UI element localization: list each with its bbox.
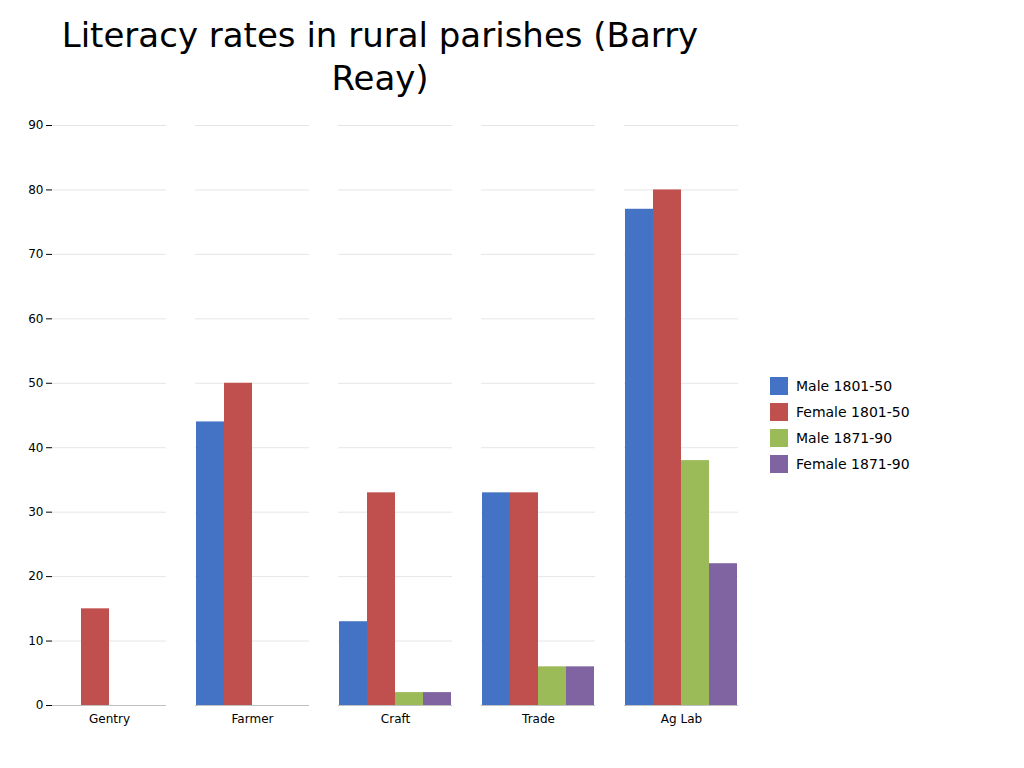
html-text:Female 1801-50: Female 1801-50 <box>796 404 910 420</box>
html-text:Female 1871-90: Female 1871-90 <box>796 456 910 472</box>
svg-text:20: 20 <box>28 569 43 583</box>
svg-text:90: 90 <box>28 118 43 132</box>
svg-text:Trade: Trade <box>521 712 555 726</box>
svg-text:70: 70 <box>28 247 43 261</box>
svg-text:60: 60 <box>28 312 43 326</box>
svg-text:Farmer: Farmer <box>232 712 274 726</box>
svg-text:40: 40 <box>28 441 43 455</box>
svg-text:Gentry: Gentry <box>89 712 130 726</box>
svg-text:50: 50 <box>28 376 43 390</box>
svg-text:80: 80 <box>28 183 43 197</box>
svg-text:10: 10 <box>28 634 43 648</box>
svg-text:0: 0 <box>36 698 44 712</box>
html-text:Literacy rates in rural parish: Literacy rates in rural parishes (Barry … <box>61 15 699 98</box>
html-text:Male 1871-90: Male 1871-90 <box>796 430 893 446</box>
html-text:Male 1801-50: Male 1801-50 <box>796 378 893 394</box>
svg-text:30: 30 <box>28 505 43 519</box>
svg-text:Craft: Craft <box>381 712 411 726</box>
svg-text:Ag Lab: Ag Lab <box>661 712 702 726</box>
